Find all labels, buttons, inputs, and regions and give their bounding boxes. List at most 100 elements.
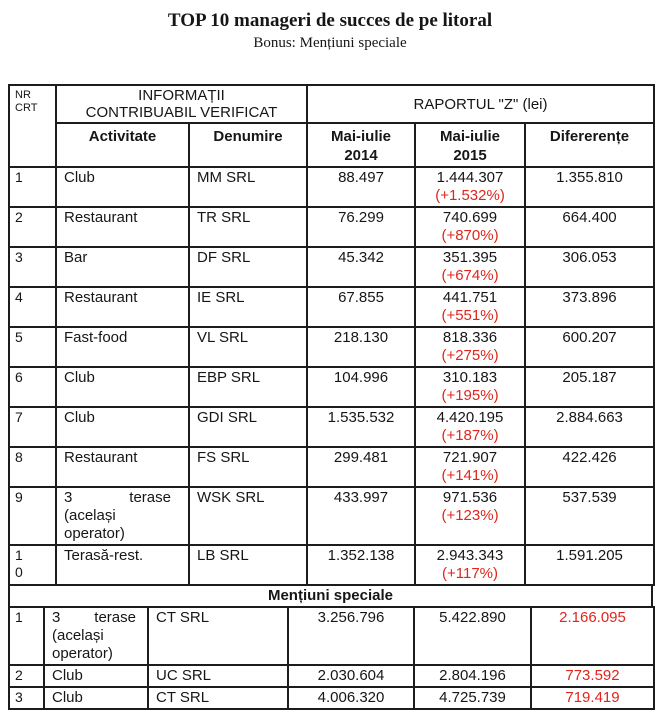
activity-text: Club [52, 689, 83, 706]
activity-text: Restaurant [64, 449, 138, 466]
cell-activitate: Fast-food [55, 326, 190, 368]
cell-mai-iulie-2015: 721.907 (+141%) [414, 446, 527, 488]
cell-diferenta: 1.355.810 [524, 166, 656, 208]
table-row: 7 Club GDI SRL 1.535.532 4.420.195 (+187%) 2.8… [8, 406, 656, 448]
cell-mai-iulie-2015: 2.943.343 (+117%) [414, 544, 527, 586]
cell-mai-iulie-2015: 310.183 (+195%) [414, 366, 527, 408]
activity-text: Restaurant [64, 289, 138, 306]
cell-mai-iulie-2014: 88.497 [306, 166, 417, 208]
cell-denumire: UC SRL [147, 664, 289, 688]
cell-mai-iulie-2014: 299.481 [306, 446, 417, 488]
cell-denumire: DF SRL [187, 246, 309, 288]
cell-denumire: EBP SRL [187, 366, 309, 408]
mentions-table-row: 3 Club CT SRL 4.006.320 4.725.739 719.419 [8, 686, 655, 710]
growth-percentage: (+275%) [441, 347, 499, 364]
cell-mai-iulie-2015: 5.422.890 [413, 606, 532, 666]
cell-diferenta: 664.400 [524, 206, 656, 248]
cell-activitate: Restaurant [55, 446, 190, 488]
cell-denumire: CT SRL [147, 686, 289, 710]
growth-percentage: (+870%) [441, 227, 499, 244]
mentions-table: 1 3 terase (același operator) CT SRL 3.256.796… [8, 606, 655, 710]
table-row: 1 Club MM SRL 88.497 1.444.307 (+1.532%) 1.355… [8, 166, 656, 208]
top10-table: NR CRT INFORMAȚII CONTRIBUABIL VERIFICAT… [8, 84, 656, 586]
page-subtitle: Bonus: Mențiuni speciale [253, 35, 407, 51]
cell-mai-iulie-2015: 4.725.739 [413, 686, 532, 710]
cell-denumire: GDI SRL [187, 406, 309, 448]
activity-word: terase [94, 609, 136, 626]
activity-multiline: 3 terase (același operator) [52, 609, 144, 663]
cell-denumire: MM SRL [187, 166, 309, 208]
activity-justified-line: 3 terase [64, 489, 185, 507]
cell-activitate: 3 terase (același operator) [55, 486, 190, 546]
cell-mai-iulie-2015: 971.536 (+123%) [414, 486, 527, 546]
table-row: 4 Restaurant IE SRL 67.855 441.751 (+551%) 373… [8, 286, 656, 328]
cell-nr: 7 [8, 406, 57, 448]
activity-multiline: 3 terase (același operator) [64, 489, 185, 543]
activity-line: operator) [64, 525, 125, 542]
growth-percentage: (+674%) [441, 267, 499, 284]
cell-denumire: LB SRL [187, 544, 309, 586]
cell-denumire: TR SRL [187, 206, 309, 248]
cell-mai-iulie-2014: 1.352.138 [306, 544, 417, 586]
header-mai-iulie-2014: Mai-iulie 2014 [306, 122, 417, 168]
cell-mai-iulie-2015: 818.336 (+275%) [414, 326, 527, 368]
header-denumire: Denumire [187, 122, 309, 168]
cell-activitate: Club [55, 406, 190, 448]
cell-denumire: FS SRL [187, 446, 309, 488]
cell-mai-iulie-2015: 351.395 (+674%) [414, 246, 527, 288]
cell-activitate: Restaurant [55, 206, 190, 248]
cell-nr: 1 0 [8, 544, 57, 586]
table-row: 3 Bar DF SRL 45.342 351.395 (+674%) 306.053 [8, 246, 656, 288]
growth-percentage: (+195%) [441, 387, 499, 404]
cell-diferenta: 1.591.205 [524, 544, 656, 586]
growth-percentage: (+551%) [441, 307, 499, 324]
cell-diferenta: 306.053 [524, 246, 656, 288]
header-diferente: Difererențe [524, 122, 656, 168]
table-row: 2 Restaurant TR SRL 76.299 740.699 (+870%) 664… [8, 206, 656, 248]
mentions-section-title: Mențiuni speciale [8, 584, 653, 608]
cell-mai-iulie-2014: 45.342 [306, 246, 417, 288]
cell-denumire: IE SRL [187, 286, 309, 328]
cell-diferenta: 2.166.095 [530, 606, 655, 666]
cell-mai-iulie-2014: 1.535.532 [306, 406, 417, 448]
header-activitate: Activitate [55, 122, 190, 168]
activity-line: (același [52, 627, 104, 644]
cell-mai-iulie-2014: 76.299 [306, 206, 417, 248]
table-row: 8 Restaurant FS SRL 299.481 721.907 (+141%) 42… [8, 446, 656, 488]
table-row: 9 3 terase (același operator) WSK SRL 433.997 9… [8, 486, 656, 546]
mentions-table-row: 1 3 terase (același operator) CT SRL 3.256.796… [8, 606, 655, 666]
growth-percentage: (+123%) [441, 507, 499, 524]
activity-text: Club [52, 667, 83, 684]
header-info-contribuabil: INFORMAȚII CONTRIBUABIL VERIFICAT [54, 84, 309, 124]
cell-mai-iulie-2014: 433.997 [306, 486, 417, 546]
activity-text: Terasă-rest. [64, 547, 144, 564]
cell-nr: 9 [8, 486, 57, 546]
cell-mai-iulie-2015: 2.804.196 [413, 664, 532, 688]
cell-mai-iulie-2015: 441.751 (+551%) [414, 286, 527, 328]
header-raportul-z: RAPORTUL "Z" (lei) [306, 84, 656, 124]
cell-nr: 4 [8, 286, 57, 328]
cell-mai-iulie-2014: 3.256.796 [287, 606, 415, 666]
growth-percentage: (+187%) [441, 427, 499, 444]
cell-denumire: VL SRL [187, 326, 309, 368]
activity-text: Club [64, 369, 95, 386]
cell-mai-iulie-2014: 2.030.604 [287, 664, 415, 688]
cell-diferenta: 205.187 [524, 366, 656, 408]
cell-nr: 1 [8, 606, 45, 666]
mentions-table-row: 2 Club UC SRL 2.030.604 2.804.196 773.592 [8, 664, 655, 688]
cell-mai-iulie-2014: 218.130 [306, 326, 417, 368]
cell-diferenta: 719.419 [530, 686, 655, 710]
cell-nr: 2 [8, 206, 57, 248]
cell-activitate: Club [55, 366, 190, 408]
cell-nr: 1 [8, 166, 57, 208]
cell-nr: 6 [8, 366, 57, 408]
cell-mai-iulie-2014: 4.006.320 [287, 686, 415, 710]
activity-word: 3 [52, 609, 61, 626]
cell-activitate: Club [55, 166, 190, 208]
cell-nr: 2 [8, 664, 45, 688]
activity-text: Fast-food [64, 329, 128, 346]
cell-nr: 3 [8, 246, 57, 288]
cell-diferenta: 773.592 [530, 664, 655, 688]
cell-mai-iulie-2014: 67.855 [306, 286, 417, 328]
